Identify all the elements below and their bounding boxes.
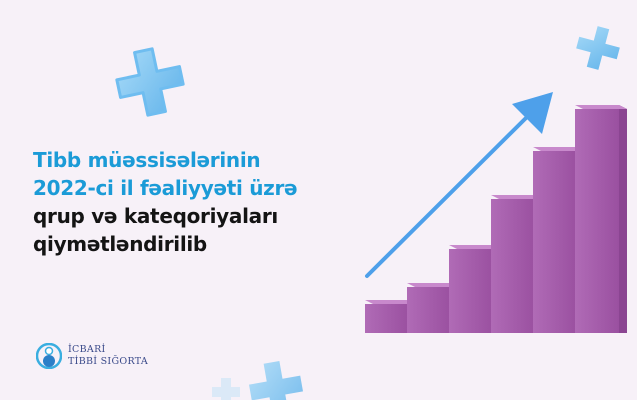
medical-cross-icon (115, 47, 185, 117)
bar-group (365, 105, 627, 333)
headline-line-3: qrup və kateqoriyaları (33, 204, 278, 228)
bar (575, 105, 627, 333)
logo-line-1: İCBARİ (68, 344, 106, 355)
headline-line-4: qiymətləndirilib (33, 232, 207, 256)
logo-icon (36, 343, 62, 369)
arrow-up-icon (365, 92, 553, 278)
headline: Tibb müəssisələrinin 2022-ci il fəaliyyə… (33, 146, 298, 258)
medical-cross-icon (249, 361, 303, 400)
headline-line-2: 2022-ci il fəaliyyəti üzrə (33, 176, 298, 200)
brand-logo: İCBARİ TİBBİ SIĞORTA (36, 343, 148, 369)
logo-line-2: TİBBİ SIĞORTA (68, 356, 149, 367)
medical-cross-icon (576, 26, 620, 70)
medical-cross-icon (212, 378, 240, 400)
headline-line-1: Tibb müəssisələrinin (33, 148, 261, 172)
